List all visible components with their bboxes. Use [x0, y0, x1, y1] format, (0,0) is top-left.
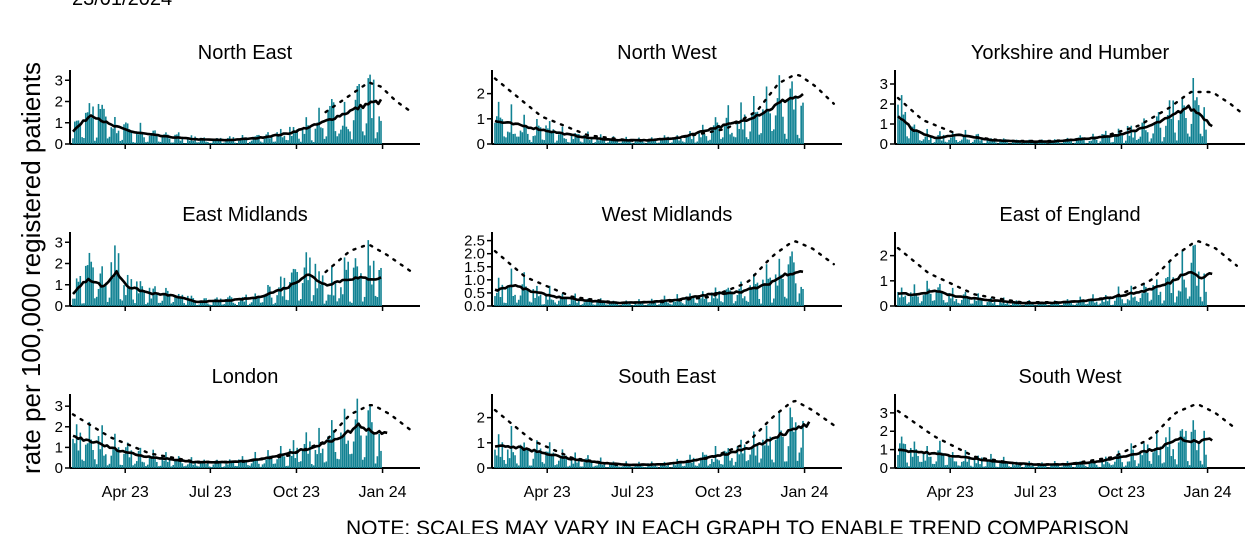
panel-title: South West	[1018, 366, 1121, 388]
panel-north-west: North West 0 1 2	[477, 42, 842, 153]
y-tick-label: 1	[880, 442, 888, 459]
panel-title: Yorkshire and Humber	[971, 42, 1170, 64]
y-tick-label: 0	[55, 298, 63, 315]
panel-south-east: South East 0 1 2 Apr 23 Jul 23 Oct 23 Jan 24	[477, 366, 842, 501]
x-tick-label: Apr 23	[524, 484, 571, 501]
panel-east-midlands: East Midlands 0 1 2 3	[55, 204, 420, 315]
panel-title: West Midlands	[602, 204, 733, 226]
y-tick-label: 3	[880, 76, 888, 93]
x-tick-label: Jan 24	[1184, 484, 1232, 501]
y-tick-label: 2	[55, 419, 63, 436]
x-tick-label: Jan 24	[359, 484, 407, 501]
y-tick-label: 2	[880, 96, 888, 113]
y-tick-label: 2	[477, 410, 485, 427]
y-tick-label: 0.5	[464, 285, 485, 302]
y-tick-label: 1	[880, 116, 888, 133]
y-tick-label: 3	[880, 405, 888, 422]
y-tick-label: 2	[55, 256, 63, 273]
x-tick-label: Jul 23	[1014, 484, 1057, 501]
y-tick-label: 0	[55, 136, 63, 153]
y-tick-label: 2	[477, 86, 485, 103]
y-tick-label: 0	[477, 136, 485, 153]
panel-title: London	[212, 366, 279, 388]
baseline-series	[324, 243, 413, 274]
y-tick-label: 1.0	[464, 272, 485, 289]
y-tick-label: 3	[55, 234, 63, 251]
x-tick-label: Jul 23	[611, 484, 654, 501]
average-series	[72, 422, 388, 464]
panel-title: North East	[198, 42, 293, 64]
y-tick-label: 2.5	[464, 233, 485, 250]
average-series	[897, 436, 1213, 467]
x-tick-label: Oct 23	[273, 484, 320, 501]
panel-north-east: North East 0 1 2 3	[55, 42, 420, 153]
panel-south-west: South West 01 23 Apr 23 Jul 23 Oct 23 Jan 24	[880, 366, 1245, 501]
average-series	[72, 98, 383, 142]
y-tick-label: 0	[880, 298, 888, 315]
y-tick-label: 1	[477, 435, 485, 452]
average-series	[897, 104, 1213, 143]
header-date-text: 23/01/2024	[72, 0, 172, 11]
y-tick-label: 1	[55, 115, 63, 132]
x-tick-label: Apr 23	[927, 484, 974, 501]
average-series	[494, 421, 811, 467]
y-tick-label: 0	[880, 136, 888, 153]
scale-note: NOTE: SCALES MAY VARY IN EACH GRAPH TO E…	[346, 517, 1129, 534]
x-tick-label: Oct 23	[1098, 484, 1145, 501]
average-series	[72, 270, 382, 304]
y-tick-label: 1	[477, 111, 485, 128]
x-tick-label: Jul 23	[189, 484, 232, 501]
panel-west-midlands: West Midlands 0.00.51.01.52.02.5	[464, 204, 842, 315]
panel-title: East of England	[999, 204, 1140, 226]
x-tick-label: Jan 24	[781, 484, 829, 501]
panel-title: East Midlands	[182, 204, 308, 226]
average-series	[494, 270, 804, 305]
panel-title: North West	[617, 42, 717, 64]
average-series	[897, 270, 1213, 305]
panel-london: London 0 1 2 3 Apr 23 Jul 23 Oct 23 Jan 24	[55, 366, 420, 501]
panel-east-of-england: East of England 0 1 2	[880, 204, 1245, 315]
y-tick-label: 0	[477, 460, 485, 477]
x-tick-label: Apr 23	[102, 484, 149, 501]
panel-yorkshire-and-humber: Yorkshire and Humber 0 1 2 3	[880, 42, 1245, 153]
x-tick-label: Oct 23	[695, 484, 742, 501]
panel-title: South East	[618, 366, 716, 388]
y-tick-label: 1.5	[464, 259, 485, 276]
baseline-series	[324, 81, 413, 114]
y-tick-label: 1	[880, 273, 888, 290]
y-tick-label: 2	[880, 248, 888, 265]
y-tick-label: 0.0	[464, 298, 485, 315]
y-tick-label: 2.0	[464, 246, 485, 263]
y-axis-label: rate per 100,000 registered patients	[16, 62, 46, 474]
y-tick-label: 3	[55, 72, 63, 89]
average-series	[494, 93, 804, 142]
y-tick-label: 0	[55, 460, 63, 477]
y-tick-label: 2	[880, 423, 888, 440]
y-tick-label: 1	[55, 439, 63, 456]
baseline-series	[493, 73, 835, 143]
y-tick-label: 3	[55, 398, 63, 415]
y-tick-label: 0	[880, 460, 888, 477]
y-tick-label: 1	[55, 277, 63, 294]
y-tick-label: 2	[55, 94, 63, 111]
